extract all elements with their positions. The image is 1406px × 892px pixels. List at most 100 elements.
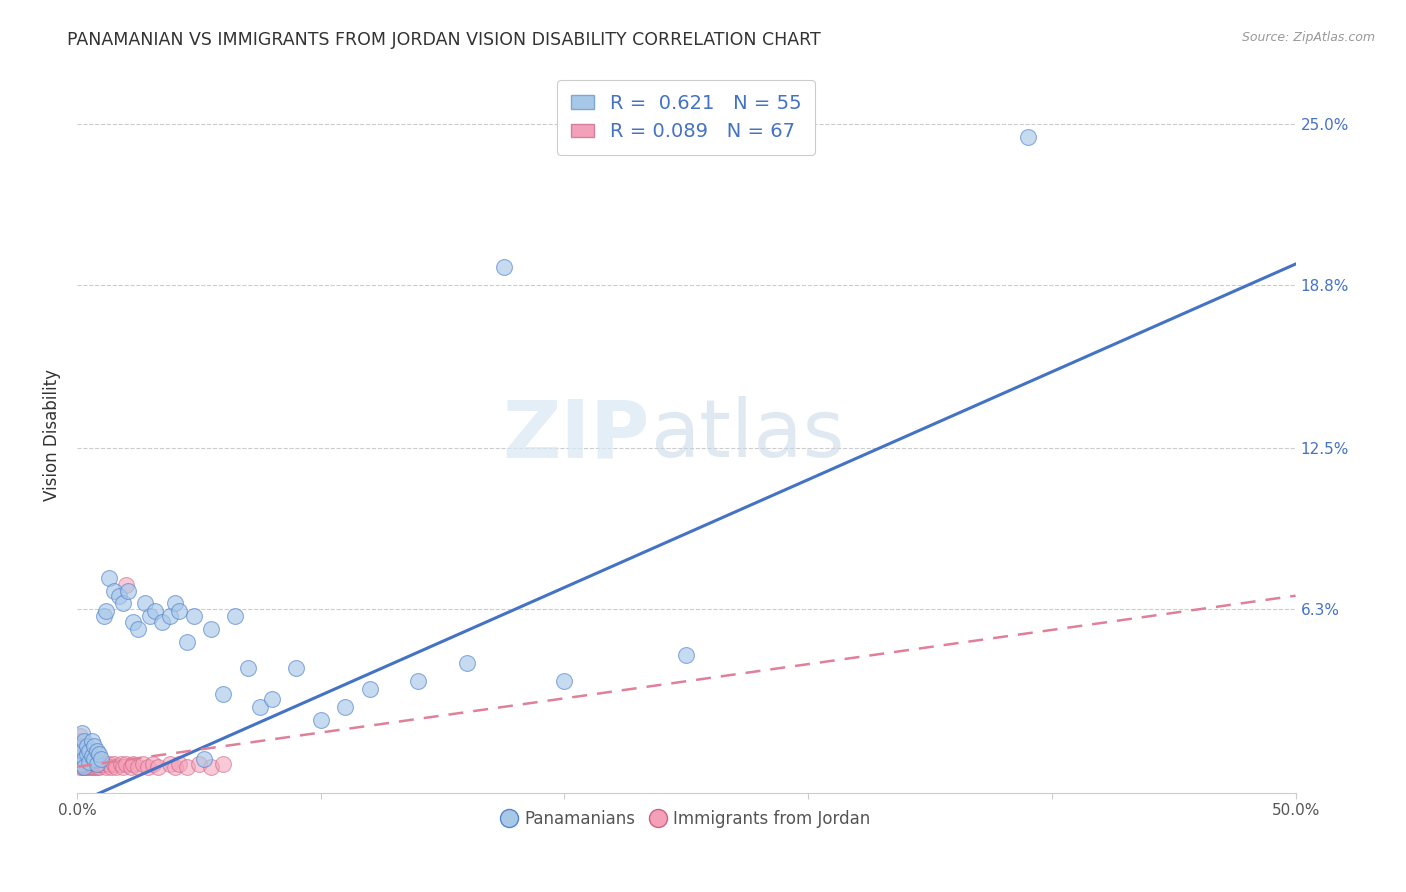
Panamanians xyxy=(163,597,186,611)
Panamanians xyxy=(127,623,149,637)
Immigrants from Jordan xyxy=(70,757,93,772)
Immigrants from Jordan xyxy=(159,757,181,772)
Panamanians xyxy=(73,760,96,774)
Immigrants from Jordan xyxy=(127,760,149,774)
Panamanians xyxy=(86,757,108,772)
Panamanians xyxy=(77,744,100,758)
Panamanians xyxy=(83,752,105,766)
Immigrants from Jordan xyxy=(69,741,91,756)
Panamanians xyxy=(107,589,129,603)
Panamanians xyxy=(73,734,96,748)
Immigrants from Jordan xyxy=(87,760,110,774)
Immigrants from Jordan xyxy=(69,757,91,772)
Panamanians xyxy=(224,609,246,624)
Immigrants from Jordan xyxy=(70,752,93,766)
Panamanians xyxy=(169,604,191,618)
Panamanians xyxy=(93,609,115,624)
Immigrants from Jordan xyxy=(76,755,98,769)
Immigrants from Jordan xyxy=(163,760,186,774)
Panamanians xyxy=(159,609,181,624)
Panamanians xyxy=(260,692,283,706)
Immigrants from Jordan xyxy=(73,749,96,764)
Panamanians xyxy=(117,583,139,598)
Panamanians xyxy=(143,604,166,618)
Immigrants from Jordan xyxy=(96,760,118,774)
Immigrants from Jordan xyxy=(120,760,142,774)
Immigrants from Jordan xyxy=(86,757,108,772)
Panamanians xyxy=(69,739,91,753)
Immigrants from Jordan xyxy=(73,744,96,758)
Panamanians xyxy=(112,597,135,611)
Immigrants from Jordan xyxy=(70,739,93,753)
Panamanians xyxy=(134,597,156,611)
Panamanians xyxy=(97,571,120,585)
Immigrants from Jordan xyxy=(142,757,165,772)
Immigrants from Jordan xyxy=(90,757,112,772)
Panamanians xyxy=(70,757,93,772)
Panamanians xyxy=(80,749,103,764)
Panamanians xyxy=(406,674,429,689)
Immigrants from Jordan xyxy=(69,739,91,753)
Panamanians xyxy=(236,661,259,675)
Immigrants from Jordan xyxy=(112,760,135,774)
Immigrants from Jordan xyxy=(212,757,235,772)
Panamanians xyxy=(83,739,105,753)
Immigrants from Jordan xyxy=(187,757,209,772)
Panamanians xyxy=(96,604,118,618)
Immigrants from Jordan xyxy=(73,760,96,774)
Panamanians xyxy=(87,747,110,761)
Immigrants from Jordan xyxy=(80,760,103,774)
Panamanians xyxy=(80,734,103,748)
Panamanians xyxy=(553,674,575,689)
Immigrants from Jordan xyxy=(69,744,91,758)
Immigrants from Jordan xyxy=(146,760,169,774)
Panamanians xyxy=(76,747,98,761)
Immigrants from Jordan xyxy=(86,760,108,774)
Immigrants from Jordan xyxy=(169,757,191,772)
Panamanians xyxy=(70,744,93,758)
Panamanians xyxy=(150,615,173,629)
Panamanians xyxy=(675,648,697,663)
Panamanians xyxy=(456,656,478,670)
Panamanians xyxy=(200,623,222,637)
Immigrants from Jordan xyxy=(69,749,91,764)
Immigrants from Jordan xyxy=(90,755,112,769)
Panamanians xyxy=(90,752,112,766)
Immigrants from Jordan xyxy=(114,578,136,592)
Panamanians xyxy=(285,661,308,675)
Immigrants from Jordan xyxy=(69,755,91,769)
Immigrants from Jordan xyxy=(83,755,105,769)
Immigrants from Jordan xyxy=(69,760,91,774)
Immigrants from Jordan xyxy=(100,760,122,774)
Legend: Panamanians, Immigrants from Jordan: Panamanians, Immigrants from Jordan xyxy=(495,803,877,834)
Panamanians xyxy=(73,752,96,766)
Text: atlas: atlas xyxy=(650,396,844,474)
Immigrants from Jordan xyxy=(93,757,115,772)
Immigrants from Jordan xyxy=(80,752,103,766)
Immigrants from Jordan xyxy=(136,760,159,774)
Immigrants from Jordan xyxy=(132,757,155,772)
Panamanians xyxy=(176,635,198,649)
Immigrants from Jordan xyxy=(176,760,198,774)
Panamanians xyxy=(1017,130,1039,145)
Immigrants from Jordan xyxy=(70,747,93,761)
Immigrants from Jordan xyxy=(76,760,98,774)
Immigrants from Jordan xyxy=(76,749,98,764)
Immigrants from Jordan xyxy=(70,760,93,774)
Immigrants from Jordan xyxy=(80,757,103,772)
Immigrants from Jordan xyxy=(69,752,91,766)
Immigrants from Jordan xyxy=(77,760,100,774)
Immigrants from Jordan xyxy=(103,757,125,772)
Panamanians xyxy=(359,681,381,696)
Immigrants from Jordan xyxy=(70,755,93,769)
Panamanians xyxy=(333,700,356,714)
Immigrants from Jordan xyxy=(73,752,96,766)
Panamanians xyxy=(492,260,515,274)
Panamanians xyxy=(86,744,108,758)
Panamanians xyxy=(183,609,205,624)
Panamanians xyxy=(69,752,91,766)
Panamanians xyxy=(103,583,125,598)
Panamanians xyxy=(139,609,162,624)
Immigrants from Jordan xyxy=(77,749,100,764)
Immigrants from Jordan xyxy=(97,757,120,772)
